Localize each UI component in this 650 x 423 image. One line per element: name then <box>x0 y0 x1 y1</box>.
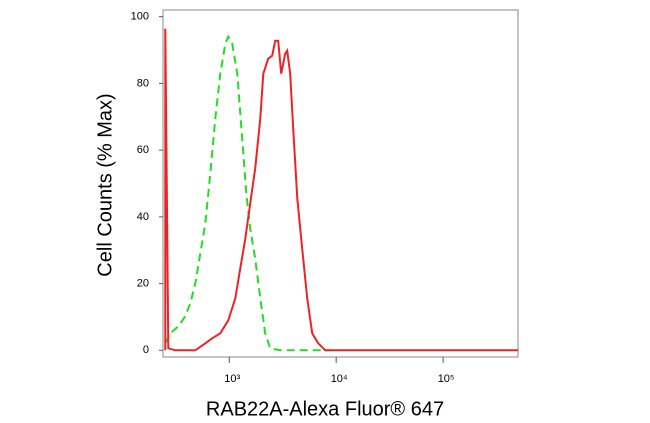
plot-frame <box>162 9 519 358</box>
y-tick-label: 80 <box>137 77 149 89</box>
x-tick-label: 10⁴ <box>331 373 348 385</box>
series-line <box>164 28 518 352</box>
y-axis-title: Cell Counts (% Max) <box>94 93 116 276</box>
y-tick-label: 40 <box>137 211 149 223</box>
series-line <box>164 34 331 352</box>
y-tick-label: 100 <box>131 11 149 23</box>
x-tick-label: 10³ <box>224 373 240 385</box>
y-tick-label: 60 <box>137 144 149 156</box>
y-tick-label: 0 <box>143 344 149 356</box>
y-tick-label: 20 <box>137 278 149 290</box>
x-tick-label: 10⁵ <box>438 373 455 385</box>
x-axis-title: RAB22A-Alexa Fluor® 647 <box>206 398 444 420</box>
